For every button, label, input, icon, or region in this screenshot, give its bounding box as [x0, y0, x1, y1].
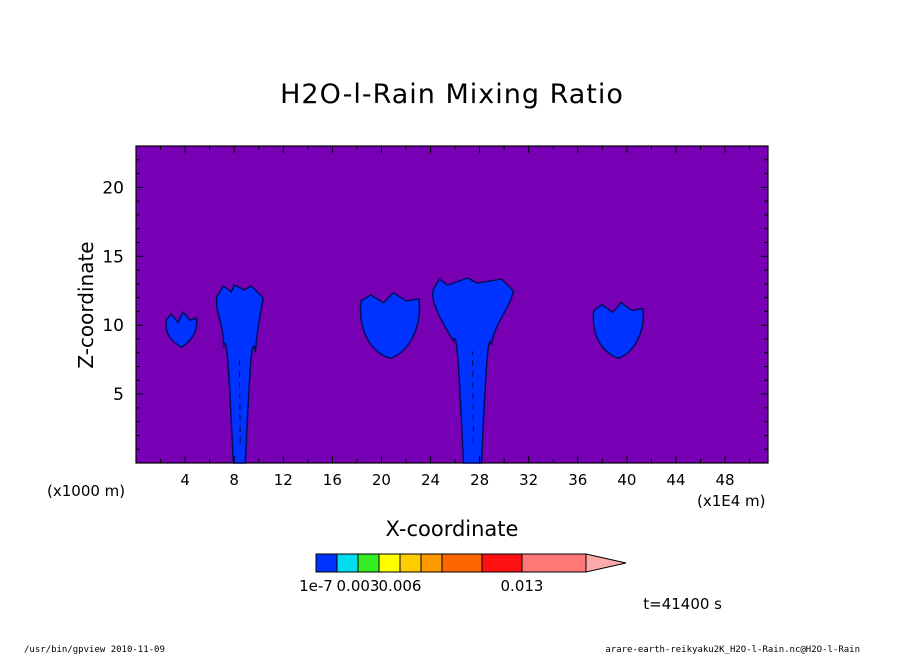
y-tick-label: 15 [102, 247, 124, 267]
x-tick-label: 28 [470, 471, 489, 489]
colorbar-label: 0.013 [501, 577, 544, 595]
cloud-3-body [359, 291, 421, 360]
cloud-4 [431, 277, 515, 464]
y-tick-label: 10 [102, 316, 124, 336]
cloud-layer [165, 277, 645, 464]
cloud-5-body [592, 301, 645, 360]
cloud-3 [359, 291, 421, 360]
cloud-1-body [165, 310, 198, 349]
colorbar-cell-4 [399, 553, 422, 573]
colorbar-cell-7 [481, 553, 523, 573]
x-tick-label: 20 [372, 471, 391, 489]
y-scale-note: (x1000 m) [47, 482, 125, 500]
cloud-4-inner-contour [471, 351, 474, 444]
x-axis-label: X-coordinate [386, 517, 519, 541]
x-tick-label: 8 [229, 471, 239, 489]
x-tick-label: 44 [666, 471, 685, 489]
chart-title: H2O-l-Rain Mixing Ratio [280, 79, 624, 110]
colorbar-cell-5 [420, 553, 443, 573]
x-tick-label: 36 [568, 471, 587, 489]
colorbar-label: 0.003 [337, 577, 380, 595]
cloud-1 [165, 310, 198, 349]
colorbar-cell-8 [521, 553, 587, 573]
cloud-2-inner-contour [238, 357, 241, 444]
x-tick-label: 12 [274, 471, 293, 489]
time-label: t=41400 s [643, 595, 722, 613]
colorbar-cell-2 [357, 553, 380, 573]
cloud-4-body [431, 277, 515, 464]
colorbar: 1e-7 0.003 0.006 0.013 [299, 553, 627, 595]
colorbar-cell-1 [336, 553, 359, 573]
x-tick-label: 16 [323, 471, 342, 489]
colorbar-label: 0.006 [379, 577, 422, 595]
x-tick-label: 48 [716, 471, 735, 489]
y-tick-label: 20 [102, 178, 124, 198]
y-tick-label: 5 [113, 385, 124, 405]
cloud-2 [215, 283, 265, 464]
x-tick-label: 24 [421, 471, 440, 489]
colorbar-arrow [585, 553, 627, 573]
colorbar-label: 1e-7 [299, 577, 333, 595]
colorbar-cell-3 [378, 553, 401, 573]
colorbar-cell-6 [441, 553, 483, 573]
footer-right: arare-earth-reikyaku2K_H2O-l-Rain.nc@H2O… [605, 645, 860, 654]
y-axis-label: Z-coordinate [74, 241, 98, 368]
x-scale-note: (x1E4 m) [697, 492, 766, 510]
x-tick-label: 40 [617, 471, 636, 489]
footer-left: /usr/bin/gpview 2010-11-09 [24, 645, 165, 654]
colorbar-cell-0 [315, 553, 338, 573]
x-tick-label: 4 [180, 471, 190, 489]
x-tick-label: 32 [519, 471, 538, 489]
cloud-5 [592, 301, 645, 360]
